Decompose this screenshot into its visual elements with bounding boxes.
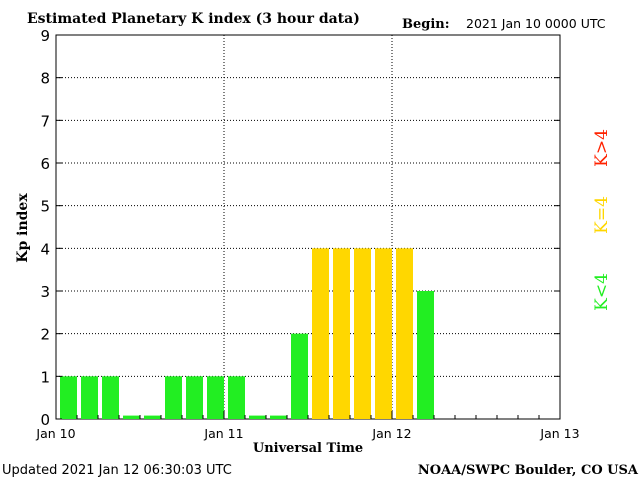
y-tick-label: 2: [40, 326, 50, 344]
y-tick-label: 1: [40, 368, 50, 386]
begin-value: 2021 Jan 10 0000 UTC: [466, 16, 606, 31]
kp-bar: [207, 376, 224, 419]
updated-timestamp: Updated 2021 Jan 12 06:30:03 UTC: [2, 463, 232, 478]
kp-bar: [270, 415, 287, 419]
kp-bar: [102, 376, 119, 419]
x-tick-label: Jan 13: [539, 426, 579, 441]
y-tick-label: 0: [40, 411, 50, 429]
y-axis-label: Kp index: [15, 193, 31, 263]
kp-bar: [417, 291, 434, 419]
kp-bar: [375, 248, 392, 419]
x-tick-label: Jan 11: [203, 426, 243, 441]
kp-bar: [144, 415, 161, 419]
legend-low: K<4: [592, 273, 612, 311]
kp-bar: [354, 248, 371, 419]
kp-bar: [291, 333, 308, 419]
bar-series: [60, 248, 434, 419]
kp-bar: [123, 415, 140, 419]
y-tick-label: 7: [40, 112, 50, 130]
kp-bar: [396, 248, 413, 419]
y-tick-label: 9: [40, 27, 50, 45]
begin-label: Begin:: [402, 17, 450, 32]
kp-bar: [60, 376, 77, 419]
y-tick-label: 8: [40, 70, 50, 88]
x-axis-label: Universal Time: [253, 441, 363, 456]
y-tick-label: 5: [40, 198, 50, 216]
x-tick-label: Jan 10: [35, 426, 75, 441]
source-credit: NOAA/SWPC Boulder, CO USA: [418, 463, 639, 478]
kp-bar: [249, 415, 266, 419]
legend-high: K>4: [592, 129, 612, 167]
grid-lines: [56, 35, 560, 419]
chart-title: Estimated Planetary K index (3 hour data…: [27, 11, 360, 27]
x-tick-label: Jan 12: [371, 426, 411, 441]
kp-bar: [312, 248, 329, 419]
legend-equal: K=4: [592, 196, 612, 234]
y-axis-ticks: 0 1 2 3 4 5 6 7 8 9: [40, 27, 560, 429]
kp-bar: [228, 376, 245, 419]
y-tick-label: 3: [40, 283, 50, 301]
kp-bar: [81, 376, 98, 419]
x-axis-ticks: Jan 10 Jan 11 Jan 12 Jan 13: [35, 411, 580, 441]
kp-bar: [333, 248, 350, 419]
y-tick-label: 4: [40, 240, 50, 258]
kp-bar: [186, 376, 203, 419]
y-tick-label: 6: [40, 155, 50, 173]
kp-bar: [165, 376, 182, 419]
